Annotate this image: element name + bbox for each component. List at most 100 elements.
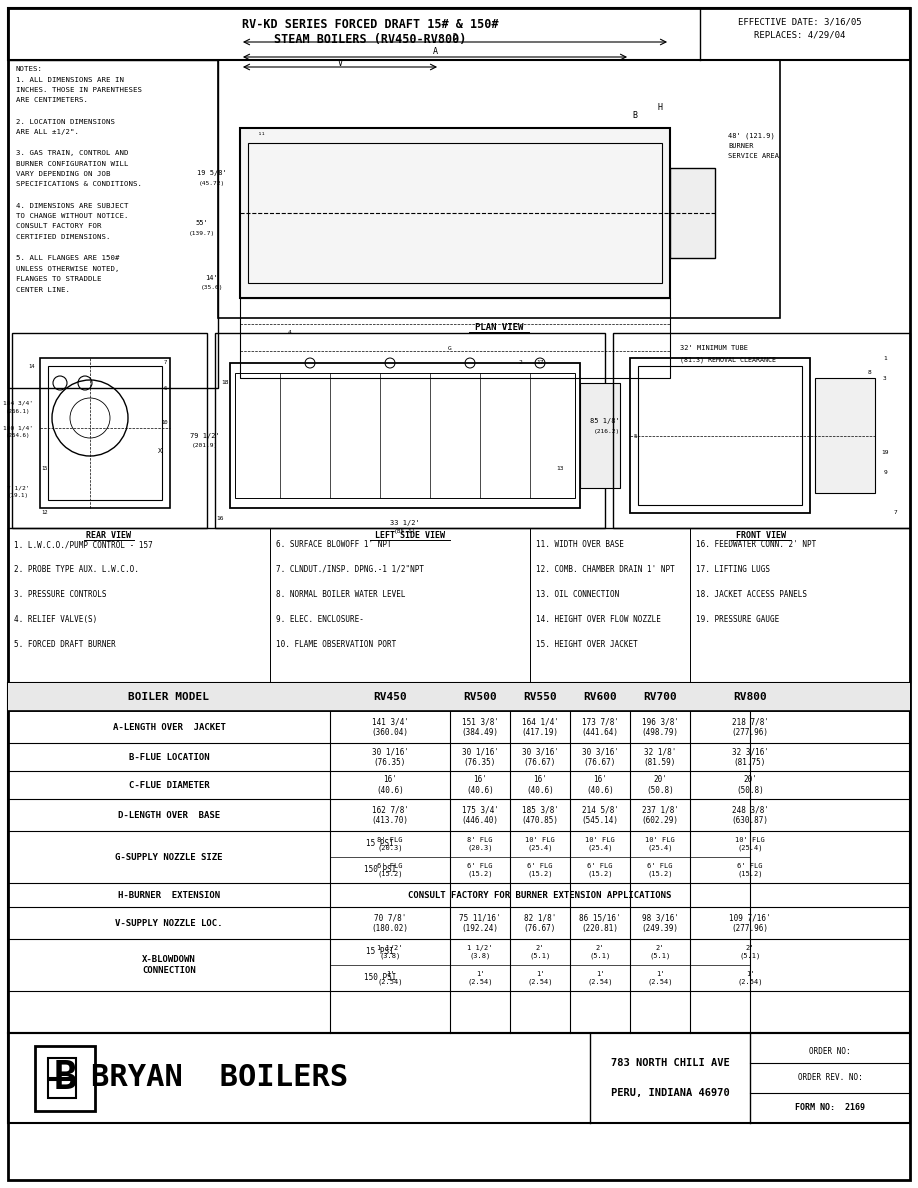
Text: 98 3/16'
(249.39): 98 3/16' (249.39) [642, 914, 678, 933]
Text: 2. PROBE TYPE AUX. L.W.C.O.: 2. PROBE TYPE AUX. L.W.C.O. [14, 565, 139, 574]
Text: 8: 8 [868, 371, 872, 375]
Bar [35, 1045, 95, 1111]
Text: REAR VIEW: REAR VIEW [86, 531, 131, 541]
Text: 20'
(50.8): 20' (50.8) [736, 776, 764, 795]
Text: 2: 2 [518, 360, 521, 366]
Text: H-BURNER  EXTENSION: H-BURNER EXTENSION [118, 891, 220, 899]
Text: BURNER CONFIGURATION WILL: BURNER CONFIGURATION WILL [16, 160, 129, 166]
Text: 82 1/8'
(76.67): 82 1/8' (76.67) [524, 914, 556, 933]
Text: BOILER MODEL: BOILER MODEL [129, 691, 209, 702]
Text: 3. PRESSURE CONTROLS: 3. PRESSURE CONTROLS [14, 590, 106, 599]
Text: 30 1/16'
(76.35): 30 1/16' (76.35) [462, 747, 498, 766]
Text: 1 1/2'
(3.8): 1 1/2' (3.8) [467, 946, 493, 959]
Text: 10' FLG
(25.4): 10' FLG (25.4) [525, 838, 554, 851]
Text: VARY DEPENDING ON JOB: VARY DEPENDING ON JOB [16, 171, 110, 177]
Text: 32 1/8'
(81.59): 32 1/8' (81.59) [644, 747, 677, 766]
Text: 20'
(50.8): 20' (50.8) [646, 776, 674, 795]
Text: 19: 19 [881, 450, 889, 455]
Text: 10' FLG
(25.4): 10' FLG (25.4) [735, 838, 765, 851]
Text: 48' (121.9): 48' (121.9) [728, 133, 775, 139]
Text: (216.2): (216.2) [594, 429, 620, 434]
Bar [638, 366, 802, 505]
Bar [40, 358, 170, 508]
Bar [8, 683, 910, 710]
Text: 70 7/8'
(180.02): 70 7/8' (180.02) [372, 914, 409, 933]
Text: 10: 10 [162, 421, 168, 425]
Bar [8, 527, 910, 683]
Text: ¹¹: ¹¹ [258, 133, 266, 139]
Text: SERVICE AREA: SERVICE AREA [728, 153, 779, 159]
Text: 15: 15 [41, 466, 49, 470]
Text: A-LENGTH OVER  JACKET: A-LENGTH OVER JACKET [113, 722, 226, 732]
Text: 196 3/8'
(498.79): 196 3/8' (498.79) [642, 718, 678, 737]
Text: 6: 6 [163, 385, 167, 391]
Text: 1: 1 [883, 355, 887, 360]
Text: 2'
(5.1): 2' (5.1) [739, 946, 761, 959]
Text: (254.6): (254.6) [6, 434, 30, 438]
Text: 6' FLG
(15.2): 6' FLG (15.2) [588, 864, 612, 877]
Text: 175 3/4'
(446.40): 175 3/4' (446.40) [462, 805, 498, 824]
Text: 10' FLG
(25.4): 10' FLG (25.4) [585, 838, 615, 851]
Text: 218 7/8'
(277.96): 218 7/8' (277.96) [732, 718, 768, 737]
Text: UNLESS OTHERWISE NOTED,: UNLESS OTHERWISE NOTED, [16, 265, 119, 272]
Text: B: B [53, 1059, 77, 1097]
Text: X: X [158, 448, 162, 454]
Bar [815, 378, 875, 493]
Bar [8, 8, 910, 61]
Text: 8' FLG
(20.3): 8' FLG (20.3) [377, 838, 403, 851]
Text: BRYAN  BOILERS: BRYAN BOILERS [92, 1063, 349, 1093]
Text: 55': 55' [196, 220, 208, 226]
Text: (266.1): (266.1) [6, 409, 30, 413]
Text: RV-KD SERIES FORCED DRAFT 15# & 150#: RV-KD SERIES FORCED DRAFT 15# & 150# [241, 19, 498, 32]
Text: D: D [453, 32, 457, 42]
Text: 9: 9 [883, 470, 887, 475]
Text: RV450: RV450 [373, 691, 407, 702]
Text: 6. SURFACE BLOWOFF 1' NPT: 6. SURFACE BLOWOFF 1' NPT [276, 541, 392, 549]
Bar [218, 61, 780, 318]
Text: ARE CENTIMETERS.: ARE CENTIMETERS. [16, 97, 88, 103]
Text: H: H [657, 103, 663, 113]
Bar [230, 364, 580, 508]
Text: 30 3/16'
(76.67): 30 3/16' (76.67) [521, 747, 558, 766]
Bar [670, 168, 715, 258]
Text: 79 1/2': 79 1/2' [190, 432, 220, 440]
Text: RV500: RV500 [463, 691, 497, 702]
Bar [235, 373, 575, 498]
Text: 16. FEEDWATER CONN. 2' NPT: 16. FEEDWATER CONN. 2' NPT [696, 541, 816, 549]
Text: FORM NO:  2169: FORM NO: 2169 [795, 1104, 865, 1112]
Bar [48, 1080, 76, 1098]
Text: G: G [448, 346, 452, 350]
Text: (139.7): (139.7) [189, 230, 215, 235]
Text: 164 1/4'
(417.19): 164 1/4' (417.19) [521, 718, 558, 737]
Text: 2'
(5.1): 2' (5.1) [530, 946, 551, 959]
Text: LEFT SIDE VIEW: LEFT SIDE VIEW [375, 531, 445, 541]
Bar [630, 358, 810, 513]
Text: 14: 14 [28, 364, 35, 368]
Text: 185 3/8'
(470.85): 185 3/8' (470.85) [521, 805, 558, 824]
Text: 12. COMB. CHAMBER DRAIN 1' NPT: 12. COMB. CHAMBER DRAIN 1' NPT [536, 565, 675, 574]
Text: 3: 3 [883, 375, 887, 380]
Text: 109 7/16'
(277.96): 109 7/16' (277.96) [729, 914, 771, 933]
Text: RV600: RV600 [583, 691, 617, 702]
Bar [8, 61, 218, 388]
Text: (85.1): (85.1) [394, 529, 416, 533]
Text: NOTES:: NOTES: [16, 67, 43, 72]
Text: BURNER: BURNER [728, 143, 754, 148]
Bar [580, 383, 620, 488]
Text: 30 3/16'
(76.67): 30 3/16' (76.67) [581, 747, 619, 766]
Text: 141 3/4'
(360.04): 141 3/4' (360.04) [372, 718, 409, 737]
Text: 16'
(40.6): 16' (40.6) [376, 776, 404, 795]
Text: 150 PSI: 150 PSI [364, 866, 397, 874]
Bar [248, 143, 662, 283]
Text: 17. LIFTING LUGS: 17. LIFTING LUGS [696, 565, 770, 574]
Text: 7: 7 [893, 511, 897, 516]
Text: 2. LOCATION DIMENSIONS: 2. LOCATION DIMENSIONS [16, 119, 115, 125]
Text: (81.3) REMOVAL CLEARANCE: (81.3) REMOVAL CLEARANCE [680, 356, 776, 364]
Text: 85 1/8': 85 1/8' [590, 418, 620, 424]
Text: RV700: RV700 [644, 691, 677, 702]
Text: 5. FORCED DRAFT BURNER: 5. FORCED DRAFT BURNER [14, 640, 116, 649]
Text: D-LENGTH OVER  BASE: D-LENGTH OVER BASE [118, 810, 220, 820]
Text: CONSULT FACTORY FOR BURNER EXTENSION APPLICATIONS: CONSULT FACTORY FOR BURNER EXTENSION APP… [409, 891, 672, 899]
Text: 1'
(2.54): 1' (2.54) [377, 972, 403, 985]
Text: 33 1/2': 33 1/2' [390, 520, 420, 526]
